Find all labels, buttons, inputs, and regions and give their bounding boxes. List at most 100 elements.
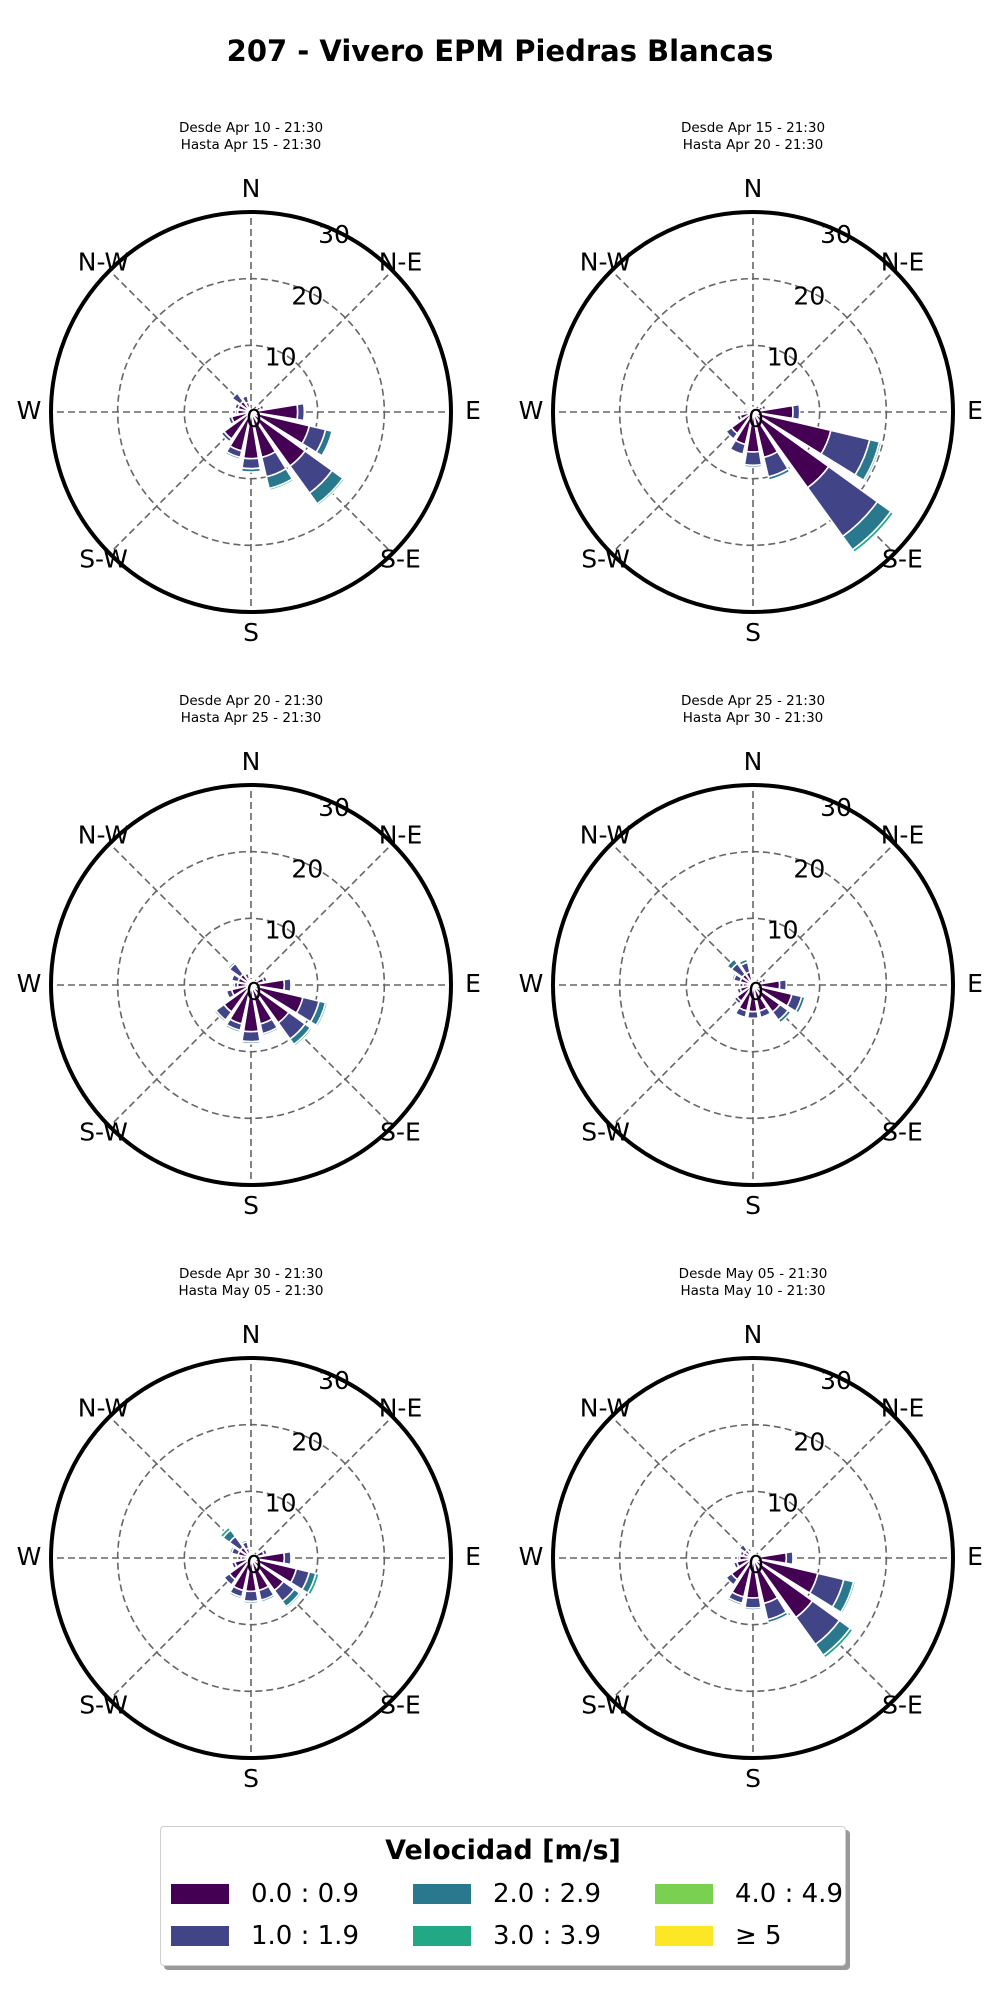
grid-circle	[685, 344, 821, 480]
radial-tick-label: 30	[318, 793, 350, 822]
radial-tick-label: 0	[748, 977, 764, 1006]
spoke-line	[109, 270, 252, 413]
rose-bar	[777, 1009, 792, 1024]
spoke-line	[611, 270, 754, 413]
rose-bar	[220, 430, 233, 443]
direction-label: N-W	[78, 1394, 129, 1423]
direction-label: S	[243, 618, 259, 647]
spoke-line	[752, 843, 895, 986]
direction-label: S-E	[882, 544, 923, 573]
grid-circle	[685, 917, 821, 1053]
rose-bar	[292, 1026, 314, 1048]
legend-label-5: ≥ 5	[735, 1921, 782, 1951]
outer-circle	[551, 783, 955, 1187]
radial-tick-label: 30	[318, 1366, 350, 1395]
rose-bar	[734, 1006, 748, 1019]
legend-label-2: 2.0 : 2.9	[493, 1879, 601, 1909]
direction-label: S-W	[79, 544, 128, 573]
panel-title-4: Desde Apr 30 - 21:30 Hasta May 05 - 21:30	[51, 1266, 451, 1300]
radial-tick-label: 20	[793, 281, 825, 310]
grid-circle	[116, 850, 386, 1120]
rose-bar	[282, 977, 292, 993]
panel-title-line: Desde Apr 10 - 21:30	[178, 120, 324, 136]
rose-bar	[227, 1590, 243, 1600]
windrose-panel-3: 0 10 20 30 N N-E E S-E S S-W W N-W	[519, 747, 983, 1220]
rose-bar	[744, 1596, 762, 1609]
direction-label: N	[744, 1320, 763, 1349]
windrose-panel-4: 0 10 20 30 N N-E E S-E S S-W W N-W	[17, 1320, 481, 1793]
direction-label: E	[967, 396, 983, 425]
outer-circle	[551, 210, 955, 614]
grid-circle	[618, 850, 888, 1120]
grid-circle	[183, 1490, 319, 1626]
rose-bar	[730, 972, 738, 982]
rose-bar	[222, 1572, 237, 1587]
radial-tick-label: 20	[291, 281, 323, 310]
panel-title-3: Desde Apr 25 - 21:30 Hasta Apr 30 - 21:30	[553, 693, 953, 727]
legend: Velocidad [m/s] 0.0 : 0.9 1.0 : 1.9 2.0 …	[160, 1826, 846, 1966]
panel-title-0: Desde Apr 10 - 21:30 Hasta Apr 15 - 21:30	[51, 120, 451, 154]
direction-label: S-W	[581, 544, 630, 573]
direction-label: N-E	[379, 248, 423, 277]
radial-tick-label: 10	[265, 916, 297, 945]
rose-bar	[234, 408, 239, 416]
rose-bar	[248, 1548, 254, 1553]
rose-bar	[261, 1548, 269, 1556]
rose-bar	[233, 402, 241, 410]
direction-label: S-E	[380, 1117, 421, 1146]
spoke-line	[250, 1416, 393, 1559]
direction-label: N	[744, 747, 763, 776]
radial-tick-label: 20	[793, 854, 825, 883]
legend-item-1: 1.0 : 1.9	[171, 1921, 359, 1951]
direction-label: N-E	[379, 1394, 423, 1423]
spoke-line	[611, 984, 754, 1127]
legend-swatch-5	[655, 1926, 713, 1946]
direction-label: N	[242, 747, 261, 776]
panel-title-line: Desde Apr 20 - 21:30	[178, 693, 324, 709]
rose-bar	[736, 1554, 741, 1562]
direction-label: S-E	[882, 1117, 923, 1146]
direction-label: S	[745, 1764, 761, 1793]
legend-item-3: 3.0 : 3.9	[413, 1921, 601, 1951]
rose-bar	[219, 1526, 232, 1539]
direction-label: S	[243, 1191, 259, 1220]
legend-swatch-1	[171, 1926, 229, 1946]
radial-tick-label: 30	[318, 220, 350, 249]
panel-title-line: Hasta May 10 - 21:30	[680, 1283, 826, 1299]
direction-label: S	[745, 618, 761, 647]
direction-label: E	[465, 1542, 481, 1571]
panel-title-line: Desde Apr 15 - 21:30	[680, 120, 826, 136]
rose-bar	[735, 987, 743, 995]
direction-label: E	[465, 969, 481, 998]
legend-item-0: 0.0 : 0.9	[171, 1879, 359, 1909]
grid-circle	[618, 277, 888, 547]
grid-circle	[116, 1423, 386, 1693]
panel-title-line: Hasta Apr 20 - 21:30	[682, 137, 824, 153]
direction-label: W	[17, 1542, 42, 1571]
rose-bar	[240, 1538, 249, 1545]
rose-bar	[241, 1030, 261, 1043]
outer-circle	[49, 1356, 453, 1760]
rose-bar	[240, 1040, 262, 1045]
spoke-line	[250, 843, 393, 986]
rose-bar	[746, 1547, 753, 1554]
rose-bar	[743, 463, 763, 469]
windrose-panel-1: 0 10 20 30 N N-E E S-E S S-W W N-W	[519, 174, 983, 647]
windrose-panel-5: 0 10 20 30 N N-E E S-E S S-W W N-W	[519, 1320, 983, 1793]
spoke-line	[611, 843, 754, 986]
radial-tick-label: 30	[820, 1366, 852, 1395]
rose-bar	[260, 1593, 276, 1604]
panel-title-line: Desde Apr 25 - 21:30	[680, 693, 826, 709]
radial-tick-label: 10	[265, 1489, 297, 1518]
rose-bar	[738, 981, 745, 989]
rose-bar	[725, 957, 739, 971]
rose-bar	[296, 402, 306, 422]
direction-label: W	[17, 396, 42, 425]
legend-swatch-0	[171, 1884, 229, 1904]
rose-bar	[230, 973, 241, 983]
direction-label: N-W	[580, 1394, 631, 1423]
legend-item-4: 4.0 : 4.9	[655, 1879, 843, 1909]
rose-bar	[261, 975, 269, 983]
direction-label: E	[967, 1542, 983, 1571]
grid-circle	[116, 277, 386, 547]
